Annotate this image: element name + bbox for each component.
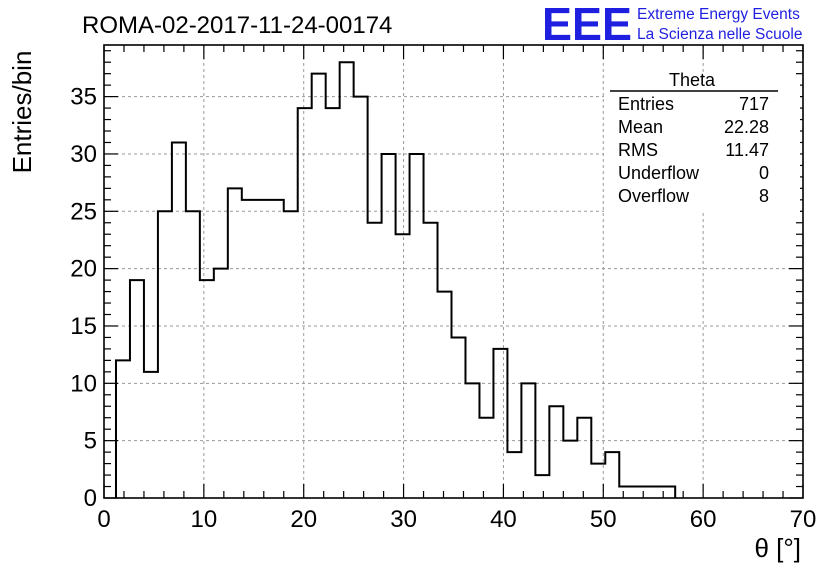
logo-line-1: Extreme Energy Events	[637, 6, 800, 23]
stats-label-underflow: Underflow	[618, 163, 700, 183]
stats-label-overflow: Overflow	[618, 186, 690, 206]
run-title: ROMA-02-2017-11-24-00174	[82, 12, 392, 39]
y-tick-label-4: 20	[70, 256, 97, 283]
stats-value-underflow: 0	[759, 163, 769, 183]
stats-value-mean: 22.28	[724, 117, 769, 137]
x-tick-label-0: 0	[97, 506, 110, 533]
histogram-series	[114, 61, 677, 498]
y-axis-label: Entries/bin	[7, 51, 37, 174]
y-tick-labels: 0 5 10 15 20 25 30 35	[70, 84, 97, 512]
stats-title: Theta	[669, 70, 716, 90]
eee-logo: EEE	[542, 0, 632, 50]
stats-value-overflow: 8	[759, 186, 769, 206]
x-tick-labels: 0 10 20 30 40 50 60 70	[97, 506, 816, 533]
x-tick-label-6: 60	[690, 506, 717, 533]
y-tick-label-5: 25	[70, 198, 97, 225]
x-tick-label-5: 50	[590, 506, 617, 533]
y-tick-label-1: 5	[84, 428, 97, 455]
x-tick-label-4: 40	[490, 506, 517, 533]
stats-label-entries: Entries	[618, 94, 674, 114]
stats-label-mean: Mean	[618, 117, 663, 137]
logo-line-2: La Scienza nelle Scuole	[637, 26, 802, 43]
plot-frame	[103, 44, 804, 499]
stats-box-background	[604, 76, 800, 212]
x-tick-label-2: 20	[290, 506, 317, 533]
y-tick-label-0: 0	[84, 485, 97, 512]
x-axis-label: θ [°]	[754, 533, 801, 563]
stats-value-entries: 717	[739, 94, 769, 114]
y-tick-label-6: 30	[70, 141, 97, 168]
x-tick-label-1: 10	[191, 506, 218, 533]
x-tick-label-7: 70	[790, 506, 817, 533]
y-tick-label-7: 35	[70, 84, 97, 111]
x-tick-label-3: 30	[390, 506, 417, 533]
stats-value-rms: 11.47	[725, 140, 769, 160]
stats-box: Theta Entries 717 Mean 22.28 RMS 11.47 Underfl…	[604, 70, 800, 212]
stats-label-rms: RMS	[618, 140, 658, 160]
y-tick-label-2: 10	[70, 370, 97, 397]
stats-rows: Entries 717 Mean 22.28 RMS 11.47 Underflow 0 Ove…	[618, 94, 769, 206]
y-tick-label-3: 15	[70, 313, 97, 340]
